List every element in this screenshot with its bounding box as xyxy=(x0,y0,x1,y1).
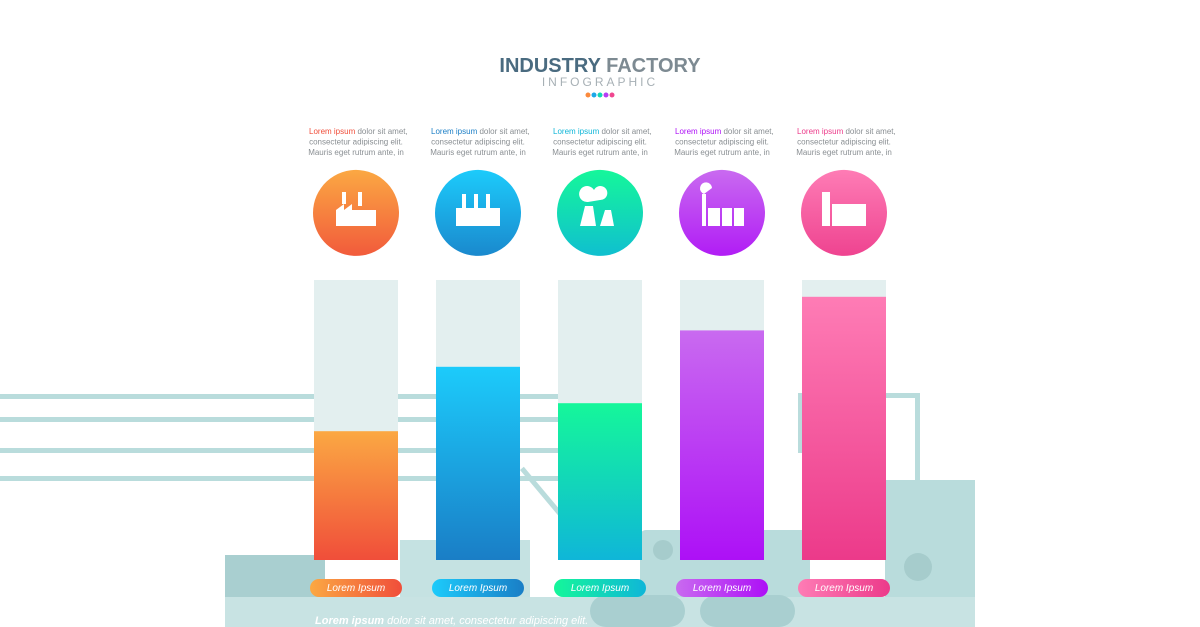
note-line: consectetur adipiscing elit. xyxy=(553,138,647,147)
category-label: Lorem Ipsum xyxy=(693,583,751,594)
note-highlight: Lorem ipsum xyxy=(309,127,356,136)
subtitle: INFOGRAPHIC xyxy=(542,75,658,89)
note-highlight: Lorem ipsum xyxy=(553,127,600,136)
bar xyxy=(558,403,642,560)
label-pill xyxy=(798,579,890,597)
bar xyxy=(436,366,520,560)
pin-icon xyxy=(579,186,614,226)
pin-icon xyxy=(336,192,376,226)
note-line: Mauris eget rutrum ante, in xyxy=(796,148,892,157)
note-line: dolor sit amet, xyxy=(479,127,529,136)
title-dots xyxy=(585,92,615,98)
footer: Lorem ipsum dolor sit amet, consectetur … xyxy=(315,615,588,627)
note-line: Mauris eget rutrum ante, in xyxy=(430,148,526,157)
category-label: Lorem Ipsum xyxy=(327,583,385,594)
pin-icon xyxy=(700,182,744,226)
note-line: Mauris eget rutrum ante, in xyxy=(308,148,404,157)
note-line: Mauris eget rutrum ante, in xyxy=(552,148,648,157)
pin xyxy=(678,169,765,270)
footer-text: dolor sit amet, consectetur adipiscing e… xyxy=(387,615,588,627)
note-line: dolor sit amet, xyxy=(357,127,407,136)
title: INDUSTRY FACTORY xyxy=(499,55,701,77)
note: Lorem ipsum dolor sit amet, xyxy=(675,127,774,136)
title-rest: FACTORY xyxy=(606,55,701,77)
note-highlight: Lorem ipsum xyxy=(675,127,722,136)
title-main: INDUSTRY xyxy=(499,55,601,77)
label-pill xyxy=(554,579,646,597)
note-line: dolor sit amet, xyxy=(723,127,773,136)
pin-icon xyxy=(822,192,866,226)
note: Lorem ipsum dolor sit amet, xyxy=(309,127,408,136)
note-line: consectetur adipiscing elit. xyxy=(675,138,769,147)
label-pill xyxy=(432,579,524,597)
note-line: dolor sit amet, xyxy=(845,127,895,136)
note-highlight: Lorem ipsum xyxy=(797,127,844,136)
bar xyxy=(680,330,764,560)
label-pill xyxy=(676,579,768,597)
note: Lorem ipsum dolor sit amet, xyxy=(431,127,530,136)
note: Lorem ipsum dolor sit amet, xyxy=(553,127,652,136)
pin xyxy=(556,169,643,270)
note-line: dolor sit amet, xyxy=(601,127,651,136)
note-line: consectetur adipiscing elit. xyxy=(431,138,525,147)
footer-bold: Lorem ipsum xyxy=(315,615,384,627)
note: Lorem ipsum dolor sit amet, xyxy=(797,127,896,136)
note-line: consectetur adipiscing elit. xyxy=(309,138,403,147)
note-line: Mauris eget rutrum ante, in xyxy=(674,148,770,157)
bar xyxy=(802,296,886,560)
pin-icon xyxy=(456,194,500,226)
label-pill xyxy=(310,579,402,597)
bar xyxy=(314,431,398,560)
category-label: Lorem Ipsum xyxy=(449,583,507,594)
category-label: Lorem Ipsum xyxy=(571,583,629,594)
category-label: Lorem Ipsum xyxy=(815,583,873,594)
note-highlight: Lorem ipsum xyxy=(431,127,478,136)
note-line: consectetur adipiscing elit. xyxy=(797,138,891,147)
